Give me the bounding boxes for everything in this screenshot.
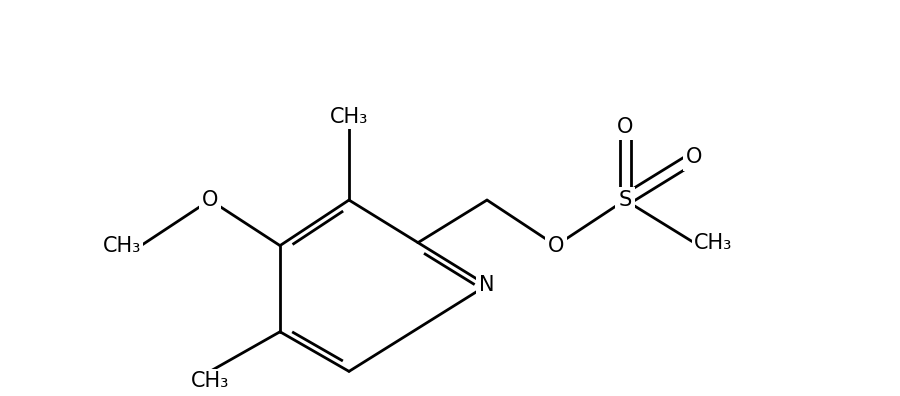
Text: N: N bbox=[479, 275, 495, 295]
Text: CH₃: CH₃ bbox=[694, 232, 733, 253]
Text: CH₃: CH₃ bbox=[191, 371, 230, 391]
Text: O: O bbox=[548, 236, 564, 255]
Text: O: O bbox=[202, 190, 218, 210]
Text: O: O bbox=[686, 147, 702, 168]
Text: S: S bbox=[618, 190, 632, 210]
Text: CH₃: CH₃ bbox=[329, 107, 368, 127]
Text: CH₃: CH₃ bbox=[103, 236, 141, 255]
Text: O: O bbox=[616, 117, 634, 137]
